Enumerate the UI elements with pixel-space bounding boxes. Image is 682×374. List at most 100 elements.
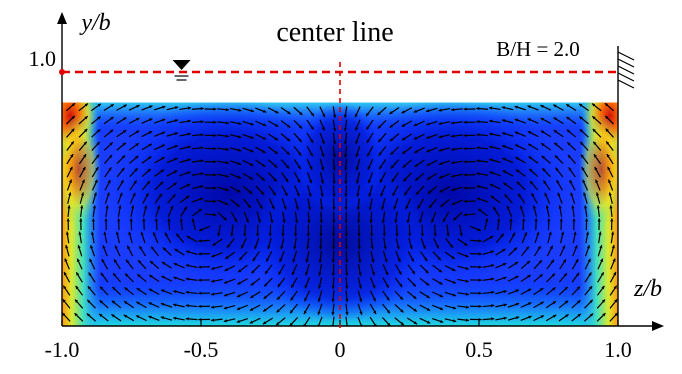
vector-head — [147, 168, 151, 172]
vector-head — [332, 193, 336, 197]
vector-head — [211, 279, 215, 283]
vector-head — [250, 282, 255, 286]
vector-head — [426, 320, 431, 324]
vector-head — [344, 167, 348, 171]
vector-head — [502, 262, 507, 266]
vector-head — [160, 169, 165, 173]
vector-head — [95, 167, 99, 171]
vector-head — [212, 242, 216, 246]
vector-head — [383, 246, 387, 250]
vector-head — [572, 218, 576, 222]
vector-head — [247, 204, 251, 209]
vector-head — [122, 142, 126, 146]
vector-head — [515, 316, 520, 320]
vector-head — [604, 103, 609, 107]
vector-head — [429, 204, 433, 209]
vector-head — [110, 104, 114, 108]
vector-head — [389, 137, 394, 142]
vector-head — [237, 189, 241, 193]
reference-lines — [59, 60, 618, 330]
vector-head — [185, 290, 189, 295]
vector-head — [120, 180, 124, 184]
wall-hatch-line — [617, 79, 635, 89]
vector-head — [518, 193, 522, 198]
vector-head — [108, 154, 113, 159]
vector-head — [266, 258, 270, 262]
vector-head — [75, 299, 79, 303]
vector-head — [250, 135, 254, 139]
vector-head — [380, 192, 384, 197]
vector-head — [355, 153, 359, 158]
vector-head — [379, 179, 383, 183]
vector-head — [476, 146, 480, 150]
vector-head — [386, 309, 390, 314]
vector-head — [74, 313, 78, 317]
vector-head — [71, 128, 75, 132]
vector-head — [477, 228, 481, 232]
vector-head — [489, 145, 493, 149]
vector-head — [306, 246, 310, 250]
vector-head — [509, 218, 513, 222]
vector-head — [158, 193, 162, 198]
vector-head — [599, 245, 603, 249]
vector-head — [148, 302, 152, 306]
vector-head — [443, 218, 446, 223]
vector-head — [549, 245, 553, 250]
vector-head — [357, 246, 362, 250]
vector-head — [105, 205, 109, 209]
vector-head — [514, 118, 519, 122]
vector-head — [138, 260, 142, 264]
vector-head — [463, 160, 467, 164]
side-wall-hatch — [617, 46, 635, 326]
vector-head — [397, 258, 401, 263]
vector-shaft — [357, 316, 363, 327]
vector-head — [476, 107, 480, 111]
vector-head — [70, 141, 74, 145]
vector-head — [225, 121, 229, 125]
vector-head — [64, 272, 67, 276]
vector-head — [452, 293, 457, 297]
vector-head — [224, 201, 229, 205]
vector-head — [413, 321, 418, 325]
vector-head — [489, 106, 493, 110]
vector-head — [200, 120, 204, 124]
vector-head — [198, 265, 202, 269]
vector-head — [137, 274, 141, 278]
vector-head — [528, 302, 532, 306]
vector-head — [519, 205, 524, 209]
vector-head — [267, 245, 271, 250]
vector-head — [409, 245, 413, 250]
vector-head — [263, 295, 267, 299]
vector-head — [426, 109, 430, 113]
vector-head — [211, 318, 215, 322]
vector-head — [198, 252, 202, 256]
vector-head — [514, 131, 519, 135]
vector-head — [198, 208, 202, 212]
vector-head — [117, 218, 121, 222]
vector-head — [295, 206, 299, 210]
vector-head — [199, 197, 204, 201]
vector-head — [354, 113, 358, 118]
vector-head — [162, 105, 166, 109]
vector-head — [151, 246, 155, 250]
vector-head — [463, 173, 467, 177]
vector-head — [319, 220, 323, 224]
vector-head — [161, 275, 165, 279]
vector-head — [290, 309, 294, 314]
vector-head — [382, 233, 386, 237]
vector-head — [79, 218, 83, 222]
x-axis-arrow — [652, 321, 664, 331]
vector-head — [136, 105, 140, 108]
vector-head — [185, 304, 189, 308]
vector-head — [609, 205, 613, 209]
vector-head — [227, 244, 231, 248]
vector-head — [287, 111, 291, 115]
vector-head — [389, 111, 393, 115]
vector-head — [489, 119, 493, 123]
vector-head — [439, 319, 444, 323]
vector-head — [543, 180, 547, 184]
vector-head — [321, 127, 325, 131]
vector-head — [366, 139, 370, 143]
vector-head — [391, 178, 395, 183]
vector-head — [332, 154, 336, 158]
